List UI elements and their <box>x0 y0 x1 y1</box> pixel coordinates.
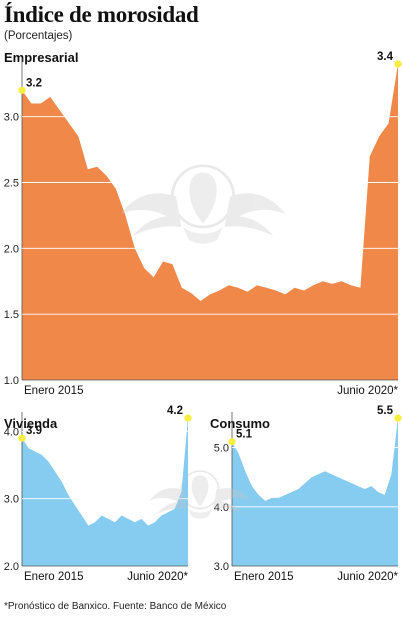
y-tick-label: 3.0 <box>214 561 229 573</box>
end-marker <box>394 60 402 68</box>
panel-title: Consumo <box>210 416 270 431</box>
first-value-label: 3.9 <box>26 425 42 437</box>
end-marker <box>394 414 402 422</box>
start-marker <box>18 86 26 94</box>
first-value-label: 3.2 <box>26 77 42 89</box>
first-value-label: 5.1 <box>236 429 253 441</box>
y-tick-label: 2.0 <box>4 561 19 573</box>
panel-vivienda: Vivienda 2.0 3.0 4.0 Enero 2015 Junio 2020* 3.… <box>4 405 192 583</box>
panel-title: Vivienda <box>4 416 58 431</box>
x-start-label: Enero 2015 <box>234 571 293 583</box>
area-series <box>22 418 188 566</box>
x-end-label: Junio 2020* <box>337 385 398 397</box>
panel-empresarial: Empresarial 1.0 1.5 2.0 2.5 3.0 Enero 2015 Juni… <box>4 50 402 397</box>
chart-title: Índice de morosidad <box>4 2 199 27</box>
source-note: *Pronóstico de Banxico. Fuente: Banco de… <box>4 601 227 612</box>
area-series <box>22 64 398 380</box>
area-series <box>232 418 398 566</box>
y-tick-label: 1.0 <box>4 375 19 387</box>
y-tick-label: 2.5 <box>4 178 19 190</box>
y-tick-label: 1.5 <box>4 309 19 321</box>
y-tick-label: 3.0 <box>4 494 19 506</box>
start-marker <box>18 434 26 442</box>
chart-subtitle: (Porcentajes) <box>4 30 73 42</box>
x-start-label: Enero 2015 <box>24 385 83 397</box>
panel-consumo: Consumo 3.0 4.0 5.0 Enero 2015 Junio 2020* 5.1… <box>210 405 402 583</box>
x-end-label: Junio 2020* <box>127 571 188 583</box>
eagle-seal-icon <box>149 470 251 519</box>
last-value-label: 3.4 <box>377 51 394 63</box>
last-value-label: 5.5 <box>377 405 394 417</box>
panel-title: Empresarial <box>4 50 78 65</box>
x-start-label: Enero 2015 <box>24 571 83 583</box>
y-tick-label: 5.0 <box>214 443 229 455</box>
start-marker <box>228 438 236 446</box>
y-tick-label: 4.0 <box>4 426 19 438</box>
end-marker <box>184 414 192 422</box>
y-tick-label: 2.0 <box>4 243 19 255</box>
eagle-seal-icon <box>120 164 286 244</box>
y-tick-label: 4.0 <box>214 502 229 514</box>
last-value-label: 4.2 <box>167 405 183 417</box>
y-tick-label: 3.0 <box>4 112 19 124</box>
x-end-label: Junio 2020* <box>337 571 398 583</box>
